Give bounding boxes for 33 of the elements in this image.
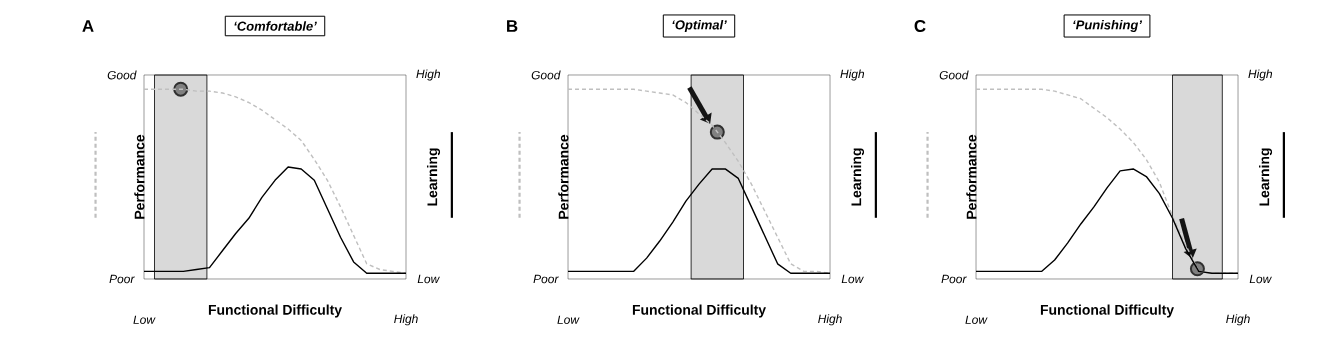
y-axis-title: Performance bbox=[134, 134, 145, 219]
chart-title: ‘Comfortable’ bbox=[234, 21, 317, 31]
text: High bbox=[394, 314, 418, 326]
text: Poor bbox=[941, 274, 967, 284]
text: Low bbox=[841, 274, 864, 284]
text: High bbox=[818, 314, 842, 326]
text: A bbox=[82, 20, 94, 32]
text: Low bbox=[557, 315, 580, 324]
y-axis-title: Performance bbox=[558, 134, 569, 219]
text: Good bbox=[531, 70, 561, 80]
text: B bbox=[507, 20, 518, 32]
y-axis-title: Performance bbox=[966, 134, 977, 219]
text: High bbox=[1248, 69, 1273, 81]
text: Low bbox=[417, 274, 440, 284]
text: Low bbox=[133, 315, 156, 324]
text: Poor bbox=[109, 274, 135, 284]
y2-axis-title: Learning bbox=[850, 148, 865, 206]
text: Low bbox=[965, 315, 988, 324]
x-axis-title: Functional Difficulty bbox=[632, 304, 766, 318]
text: High bbox=[1226, 314, 1250, 326]
text: Poor bbox=[533, 274, 559, 284]
y2-axis-title: Learning bbox=[426, 148, 441, 206]
text: Good bbox=[107, 70, 137, 80]
chart-title: ‘Optimal’ bbox=[672, 19, 727, 33]
text: Low bbox=[1249, 274, 1272, 284]
text: High bbox=[416, 69, 441, 81]
text: C bbox=[914, 20, 926, 32]
x-axis-title: Functional Difficulty bbox=[208, 304, 342, 318]
text: Good bbox=[939, 70, 969, 80]
y2-axis-title: Learning bbox=[1259, 148, 1273, 206]
chart-title: ‘Punishing’ bbox=[1073, 19, 1143, 33]
x-axis-title: Functional Difficulty bbox=[1040, 304, 1174, 318]
text: High bbox=[840, 69, 865, 81]
